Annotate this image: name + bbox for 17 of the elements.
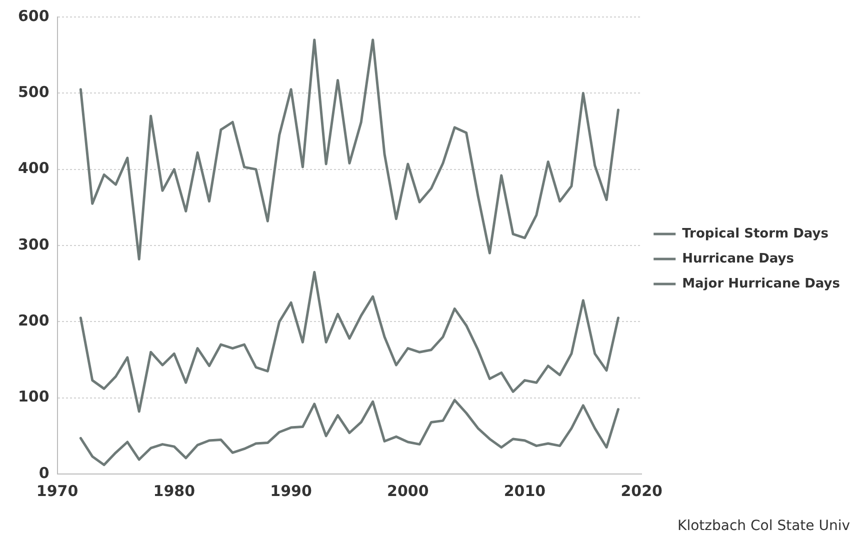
y-tick-label: 100 <box>18 388 50 406</box>
x-tick-label: 2020 <box>620 482 662 500</box>
x-tick-label: 1990 <box>270 482 312 500</box>
legend-label: Major Hurricane Days <box>682 276 840 292</box>
y-tick-label: 0 <box>38 464 50 482</box>
legend-label: Tropical Storm Days <box>682 226 829 242</box>
y-tick-label: 400 <box>18 159 50 178</box>
text: Klotzbach Col State Univ <box>678 518 850 534</box>
x-tick-label: 2010 <box>504 482 546 500</box>
x-tick-label: 2000 <box>387 482 429 500</box>
legend-label: Hurricane Days <box>682 251 794 266</box>
y-tick-label: 300 <box>18 235 50 254</box>
y-tick-label: 200 <box>18 312 50 330</box>
y-tick-label: 600 <box>18 6 50 25</box>
y-tick-label: 500 <box>18 83 50 102</box>
x-tick-label: 1970 <box>36 482 78 500</box>
x-tick-label: 1980 <box>153 482 196 500</box>
